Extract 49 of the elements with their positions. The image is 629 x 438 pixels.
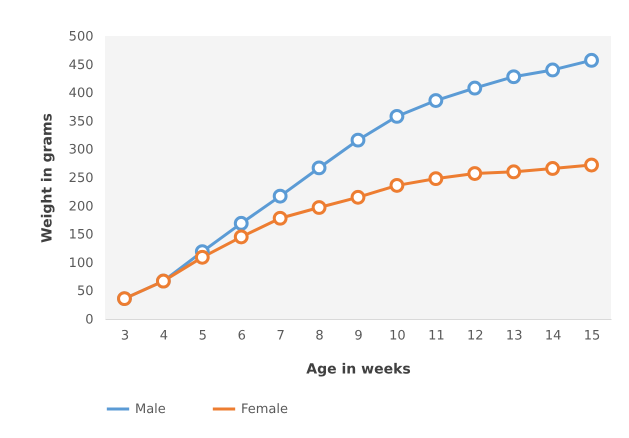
x-tick-label: 7	[276, 328, 285, 344]
y-tick-label: 100	[68, 256, 94, 271]
point	[234, 216, 249, 231]
x-tick-label: 8	[315, 328, 324, 344]
y-tick-label: 200	[68, 199, 94, 214]
x-tick-label: 6	[238, 328, 246, 344]
point	[428, 171, 444, 186]
x-tick-label: 13	[506, 328, 522, 344]
x-tick-label: 11	[428, 328, 445, 344]
point	[467, 80, 482, 96]
point	[390, 178, 404, 193]
y-tick-label: 50	[76, 284, 94, 300]
point	[428, 93, 444, 108]
point	[350, 132, 366, 148]
point	[312, 200, 326, 215]
point	[390, 108, 404, 124]
point	[312, 160, 326, 176]
legend-label: Male	[135, 402, 166, 417]
point	[506, 164, 522, 180]
point	[545, 62, 560, 78]
y-tick-label: 150	[68, 228, 94, 243]
point	[272, 210, 288, 226]
legend-label: Female	[241, 402, 288, 417]
point	[350, 190, 366, 205]
x-tick-label: 14	[544, 328, 562, 344]
x-tick-label: 3	[120, 328, 130, 344]
x-tick-label: 10	[389, 328, 406, 344]
point	[545, 161, 560, 176]
x-tick-label: 12	[466, 328, 484, 344]
y-tick-label: 350	[68, 114, 94, 130]
x-tick-label: 5	[198, 328, 207, 344]
point	[584, 158, 599, 172]
x-axis-title: Age in weeks	[306, 362, 411, 378]
x-tick-label: 4	[160, 328, 168, 344]
y-tick-label: 300	[68, 142, 94, 158]
point	[467, 166, 482, 181]
y-tick-label: 0	[85, 312, 94, 328]
y-tick-label: 250	[68, 171, 94, 186]
point	[234, 230, 249, 244]
y-axis-title: Weight in grams	[40, 113, 56, 243]
point	[194, 250, 210, 265]
y-tick-label: 400	[68, 86, 94, 102]
x-tick-label: 9	[354, 328, 363, 344]
point	[506, 69, 522, 84]
point	[584, 52, 599, 68]
y-tick-label: 500	[68, 30, 94, 44]
y-tick-label: 450	[68, 58, 94, 73]
x-tick-label: 15	[584, 328, 600, 344]
point	[272, 188, 288, 204]
